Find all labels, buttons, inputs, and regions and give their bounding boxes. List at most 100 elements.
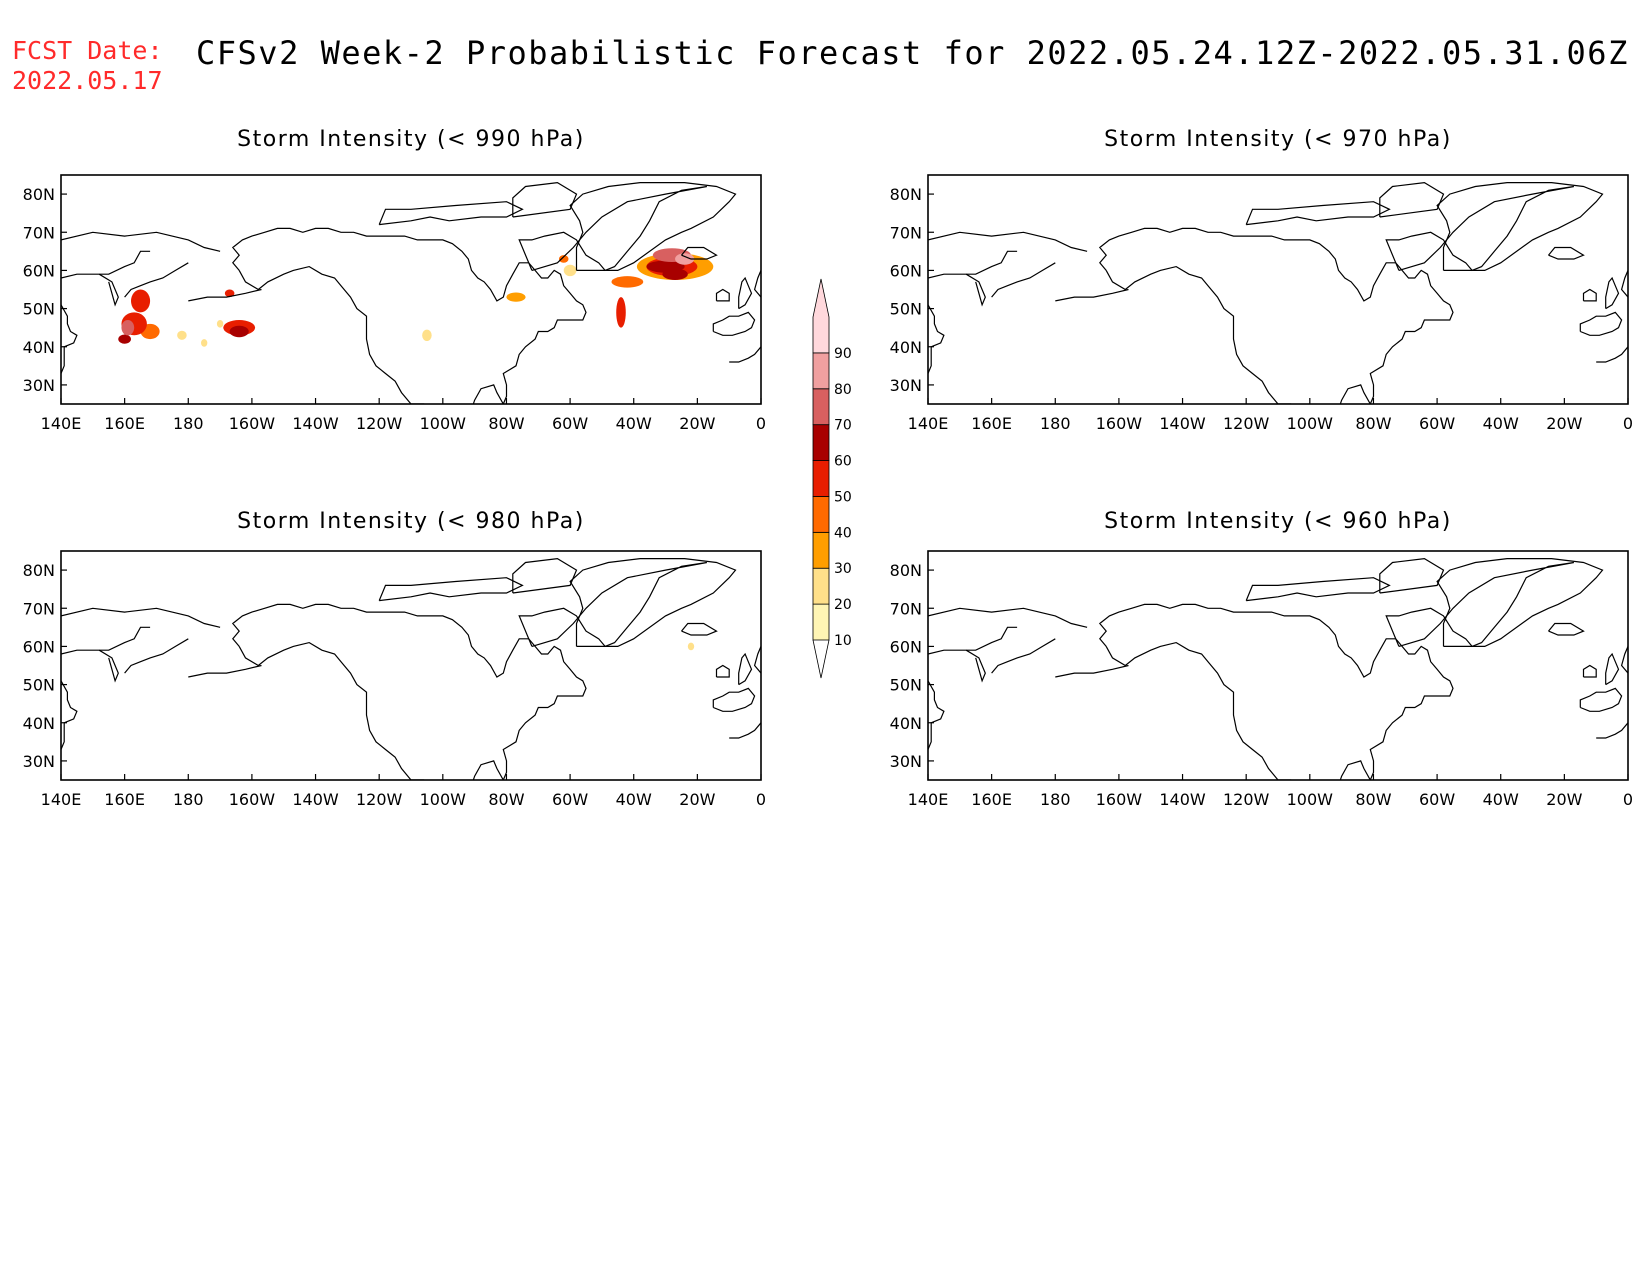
lon-tick-label: 0 [1623, 790, 1633, 809]
probability-area [675, 253, 695, 265]
colorbar-label: 20 [834, 597, 852, 613]
coastline [378, 201, 524, 226]
coastline [928, 607, 1088, 628]
lon-tick-label: 60W [1419, 790, 1455, 809]
coastline [231, 603, 587, 780]
coastline [1605, 652, 1620, 686]
coastline [1596, 346, 1628, 363]
lon-tick-label: 140E [41, 790, 82, 809]
coastline [928, 626, 1018, 655]
lon-tick-label: 80W [1355, 414, 1391, 433]
lat-tick-label: 80N [23, 561, 55, 580]
lat-tick-label: 40N [23, 338, 55, 357]
lon-tick-label: 120W [356, 414, 403, 433]
lon-tick-label: 120W [356, 790, 403, 809]
map-panel-p970: Storm Intensity (< 970 hPa) 140E 160E 180 16… [890, 127, 1633, 433]
lat-tick-label: 70N [890, 599, 922, 618]
colorbar-label: 80 [834, 382, 852, 398]
probability-area [558, 255, 569, 263]
coastline [61, 250, 151, 279]
lat-tick-label: 30N [890, 752, 922, 771]
map-frame [60, 550, 762, 781]
coastline [965, 273, 986, 307]
map-area [61, 181, 761, 404]
coastline [1579, 311, 1623, 336]
coastline [738, 652, 753, 686]
coastline [569, 558, 737, 647]
lat-tick-label: 60N [23, 261, 55, 280]
coastline [1548, 622, 1585, 636]
coastline [1379, 557, 1445, 594]
coastline [928, 680, 945, 750]
lon-tick-label: 140E [908, 790, 949, 809]
map-area [928, 557, 1628, 780]
probability-area [131, 289, 151, 313]
fcst-date-value: 2022.05.17 [12, 66, 163, 95]
lon-tick-label: 140W [292, 790, 339, 809]
coastline [681, 246, 718, 260]
coastline [518, 561, 708, 648]
coastline [1245, 201, 1391, 226]
coastline [1098, 227, 1454, 404]
panel-title: Storm Intensity (< 960 hPa) [1104, 509, 1452, 534]
colorbar-label: 60 [834, 454, 852, 470]
coastline [729, 346, 761, 363]
colorbar-segment [812, 278, 830, 354]
panel-title: Storm Intensity (< 980 hPa) [237, 509, 585, 534]
lat-tick-label: 50N [23, 676, 55, 695]
lon-tick-label: 100W [420, 790, 467, 809]
coastline [991, 638, 1056, 674]
coastline [124, 262, 189, 298]
lon-tick-label: 0 [756, 414, 766, 433]
lon-tick-label: 100W [420, 414, 467, 433]
coastline [753, 646, 761, 674]
map-frame [927, 174, 1629, 405]
lon-tick-label: 80W [488, 414, 524, 433]
coastline [729, 722, 761, 739]
lat-tick-label: 40N [23, 714, 55, 733]
coastline [1582, 664, 1597, 678]
coastline [1596, 722, 1628, 739]
lat-tick-label: 70N [890, 223, 922, 242]
lon-tick-label: 0 [756, 790, 766, 809]
lat-tick-label: 60N [890, 637, 922, 656]
coastline [1620, 270, 1628, 298]
coastline [231, 227, 587, 404]
lon-tick-label: 180 [173, 790, 204, 809]
colorbar-label: 10 [834, 633, 852, 649]
lon-tick-label: 60W [552, 790, 588, 809]
colorbar-segment [812, 567, 830, 605]
lon-tick-label: 160W [229, 414, 276, 433]
lon-tick-label: 180 [1040, 790, 1071, 809]
coastline [61, 626, 151, 655]
probability-area [118, 334, 131, 344]
lon-tick-label: 40W [616, 414, 652, 433]
lon-tick-label: 60W [1419, 414, 1455, 433]
lon-tick-label: 20W [679, 414, 715, 433]
lon-tick-label: 140W [1159, 790, 1206, 809]
lon-tick-label: 100W [1287, 790, 1334, 809]
lon-tick-label: 60W [552, 414, 588, 433]
lat-tick-label: 80N [23, 185, 55, 204]
coastline [188, 664, 262, 678]
coastline [188, 288, 262, 302]
coastline [1582, 288, 1597, 302]
lon-tick-label: 180 [173, 414, 204, 433]
lat-tick-label: 60N [890, 261, 922, 280]
lon-tick-label: 160W [1096, 790, 1143, 809]
colorbar-segment [812, 388, 830, 426]
lat-tick-label: 50N [23, 300, 55, 319]
lon-tick-label: 160W [229, 790, 276, 809]
coastline [1245, 577, 1391, 602]
coastline [1055, 288, 1129, 302]
coastline [518, 185, 708, 272]
coastline [1379, 181, 1445, 218]
lon-tick-label: 120W [1223, 790, 1270, 809]
fcst-date-label: FCST Date: [12, 36, 163, 65]
coastline [569, 182, 737, 271]
page-title: CFSv2 Week-2 Probabilistic Forecast for … [196, 34, 1629, 72]
probability-area [229, 325, 249, 338]
coastline [61, 607, 221, 628]
coastline [98, 273, 119, 307]
